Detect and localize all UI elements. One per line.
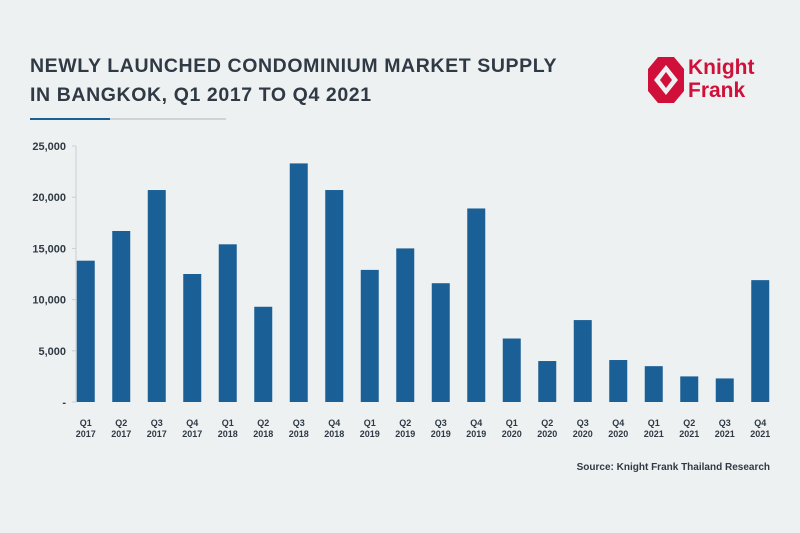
bar xyxy=(254,306,273,402)
bar xyxy=(325,190,344,402)
bar xyxy=(609,360,628,402)
x-tick-label-quarter: Q3 xyxy=(293,418,305,428)
x-tick-label-quarter: Q3 xyxy=(151,418,163,428)
x-tick-label-quarter: Q4 xyxy=(470,418,482,428)
x-tick-label-quarter: Q2 xyxy=(399,418,411,428)
bar-chart: -5,00010,00015,00020,00025,000Q12017Q220… xyxy=(32,141,770,439)
y-tick-label: 10,000 xyxy=(32,295,66,307)
y-tick-label: 20,000 xyxy=(32,192,66,204)
bar xyxy=(112,230,131,402)
y-tick-label: 15,000 xyxy=(32,243,66,255)
x-tick-label-quarter: Q3 xyxy=(577,418,589,428)
chart-title-line-1: NEWLY LAUNCHED CONDOMINIUM MARKET SUPPLY xyxy=(30,55,558,77)
source-note: Source: Knight Frank Thailand Research xyxy=(576,462,770,473)
bar xyxy=(360,269,379,402)
x-tick-label-year: 2020 xyxy=(608,429,628,439)
x-tick-label-year: 2017 xyxy=(111,429,131,439)
logo-text-line-2: Frank xyxy=(688,79,746,102)
y-tick-label: 5,000 xyxy=(38,346,66,358)
chart-title-line-2: IN BANGKOK, Q1 2017 TO Q4 2021 xyxy=(30,84,372,106)
x-tick-label-year: 2018 xyxy=(289,429,309,439)
x-tick-label-quarter: Q3 xyxy=(719,418,731,428)
x-tick-label-year: 2018 xyxy=(218,429,238,439)
x-tick-label-year: 2019 xyxy=(431,429,451,439)
bar xyxy=(502,338,521,402)
y-tick-label: 25,000 xyxy=(32,141,66,153)
bar xyxy=(467,208,486,402)
x-tick-label-year: 2018 xyxy=(253,429,273,439)
x-tick-label-quarter: Q1 xyxy=(506,418,518,428)
bar xyxy=(715,378,734,402)
x-tick-label-year: 2018 xyxy=(324,429,344,439)
x-tick-label-quarter: Q2 xyxy=(683,418,695,428)
x-tick-label-year: 2021 xyxy=(715,429,735,439)
x-tick-label-quarter: Q4 xyxy=(328,418,340,428)
bar xyxy=(538,361,557,402)
bar xyxy=(573,320,592,402)
x-tick-label-year: 2017 xyxy=(147,429,167,439)
x-tick-label-quarter: Q2 xyxy=(257,418,269,428)
bar xyxy=(431,283,450,402)
x-tick-label-year: 2019 xyxy=(395,429,415,439)
bar xyxy=(751,280,770,402)
chart-title: NEWLY LAUNCHED CONDOMINIUM MARKET SUPPLY… xyxy=(30,52,590,110)
x-tick-label-year: 2019 xyxy=(466,429,486,439)
y-tick-label: - xyxy=(62,397,66,409)
x-tick-label-year: 2020 xyxy=(537,429,557,439)
x-tick-label-quarter: Q1 xyxy=(80,418,92,428)
bar xyxy=(218,244,237,402)
x-tick-label-year: 2019 xyxy=(360,429,380,439)
x-tick-label-quarter: Q4 xyxy=(186,418,198,428)
x-tick-label-quarter: Q1 xyxy=(648,418,660,428)
x-tick-label-year: 2021 xyxy=(644,429,664,439)
x-tick-label-quarter: Q2 xyxy=(541,418,553,428)
x-tick-label-year: 2017 xyxy=(182,429,202,439)
x-tick-label-year: 2021 xyxy=(679,429,699,439)
knight-frank-logo-mark-icon xyxy=(648,57,684,103)
bar xyxy=(183,274,202,402)
x-tick-label-quarter: Q2 xyxy=(115,418,127,428)
x-tick-label-year: 2020 xyxy=(573,429,593,439)
bar xyxy=(289,163,308,402)
title-divider xyxy=(30,118,226,120)
title-divider-accent xyxy=(30,118,110,120)
x-tick-label-quarter: Q1 xyxy=(222,418,234,428)
logo-text-line-1: Knight xyxy=(688,56,755,79)
x-tick-label-year: 2021 xyxy=(750,429,770,439)
x-tick-label-quarter: Q3 xyxy=(435,418,447,428)
x-tick-label-quarter: Q1 xyxy=(364,418,376,428)
bar xyxy=(644,366,663,402)
x-tick-label-quarter: Q4 xyxy=(612,418,624,428)
bar xyxy=(76,260,95,402)
bar xyxy=(680,376,699,402)
knight-frank-logo: Knight Frank xyxy=(648,57,778,103)
x-tick-label-year: 2020 xyxy=(502,429,522,439)
bar xyxy=(147,190,166,402)
bar xyxy=(396,248,415,402)
x-tick-label-year: 2017 xyxy=(76,429,96,439)
x-tick-label-quarter: Q4 xyxy=(754,418,766,428)
